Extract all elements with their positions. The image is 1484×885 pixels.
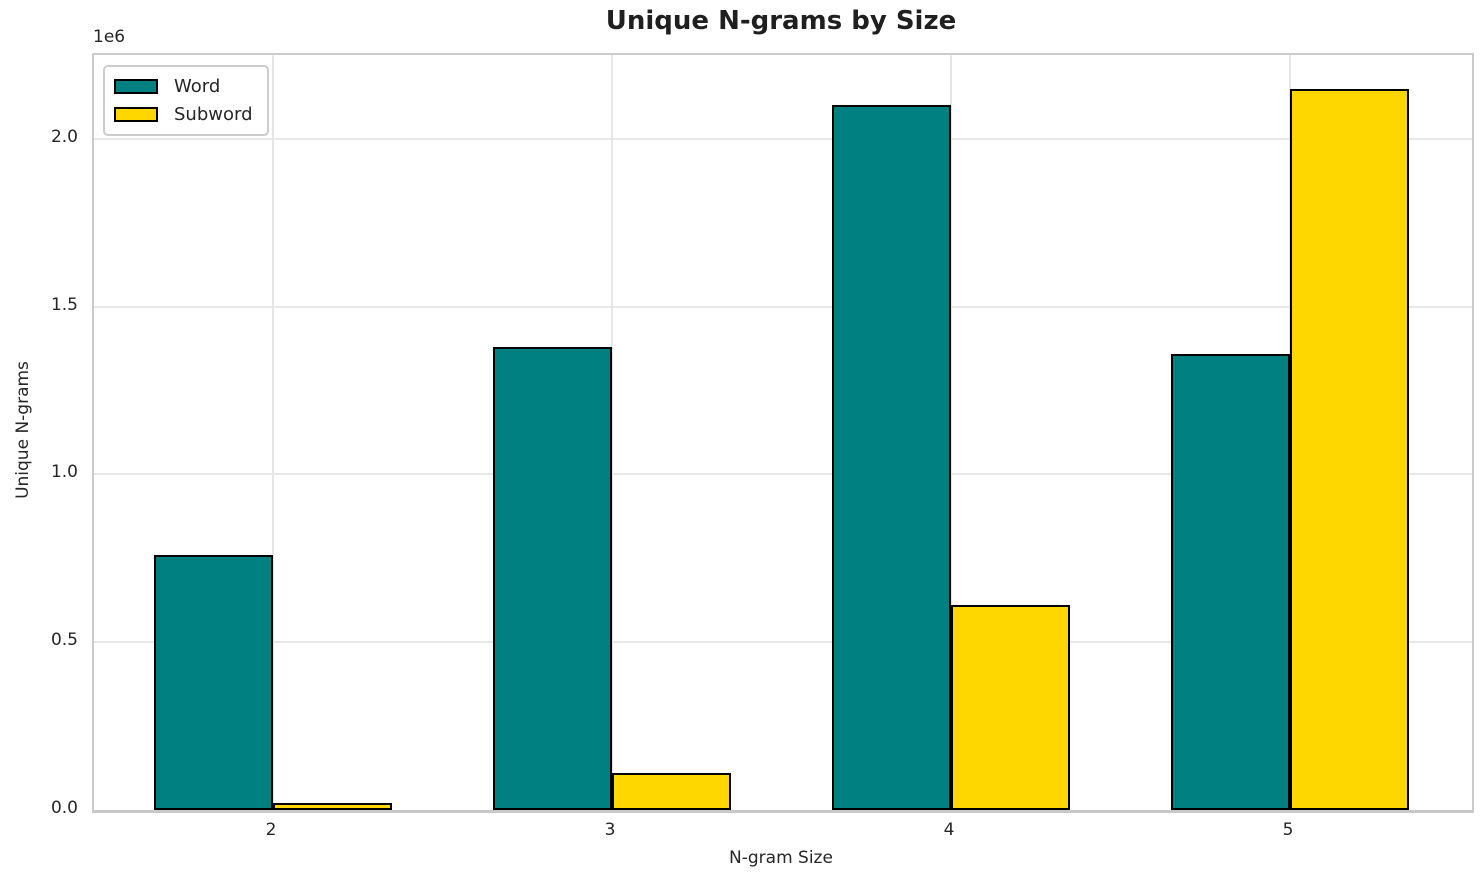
legend-item-subword: Subword [114, 104, 253, 125]
bar-subword-ngram-4 [951, 605, 1070, 810]
h-gridline-0.5 [94, 641, 1472, 644]
bar-subword-ngram-3 [612, 773, 731, 810]
bar-subword-ngram-5 [1290, 88, 1409, 810]
x-tick-4: 4 [943, 820, 955, 840]
v-gridline-2 [272, 55, 274, 810]
y-axis-label: Unique N-grams [13, 361, 33, 499]
plot-area: Word Subword [92, 53, 1474, 813]
legend: Word Subword [103, 65, 269, 136]
legend-label-subword: Subword [174, 104, 253, 125]
bar-word-ngram-3 [493, 346, 612, 810]
h-gridline-1.0 [94, 473, 1472, 476]
x-tick-3: 3 [604, 820, 616, 840]
h-gridline-1.5 [94, 305, 1472, 308]
legend-swatch-subword [114, 107, 158, 122]
x-tick-2: 2 [265, 820, 277, 840]
y-axis-offset-label: 1e6 [93, 27, 126, 47]
x-tick-5: 5 [1282, 820, 1294, 840]
v-gridline-4 [950, 55, 952, 810]
bar-word-ngram-5 [1171, 353, 1290, 810]
h-gridline-2.0 [94, 137, 1472, 140]
y-tick-1.5: 1.5 [50, 294, 78, 315]
legend-item-word: Word [114, 76, 253, 97]
y-tick-1.0: 1.0 [50, 462, 78, 483]
bar-word-ngram-4 [832, 105, 951, 810]
legend-swatch-word [114, 79, 158, 94]
x-axis-label: N-gram Size [729, 848, 833, 868]
legend-label-word: Word [174, 76, 221, 97]
y-tick-0.0: 0.0 [50, 798, 78, 818]
chart-title: Unique N-grams by Size [605, 6, 957, 36]
bar-word-ngram-2 [154, 554, 273, 810]
y-tick-0.5: 0.5 [50, 630, 78, 651]
y-tick-2.0: 2.0 [50, 126, 78, 147]
v-gridline-3 [611, 55, 613, 810]
bar-subword-ngram-2 [273, 803, 392, 810]
